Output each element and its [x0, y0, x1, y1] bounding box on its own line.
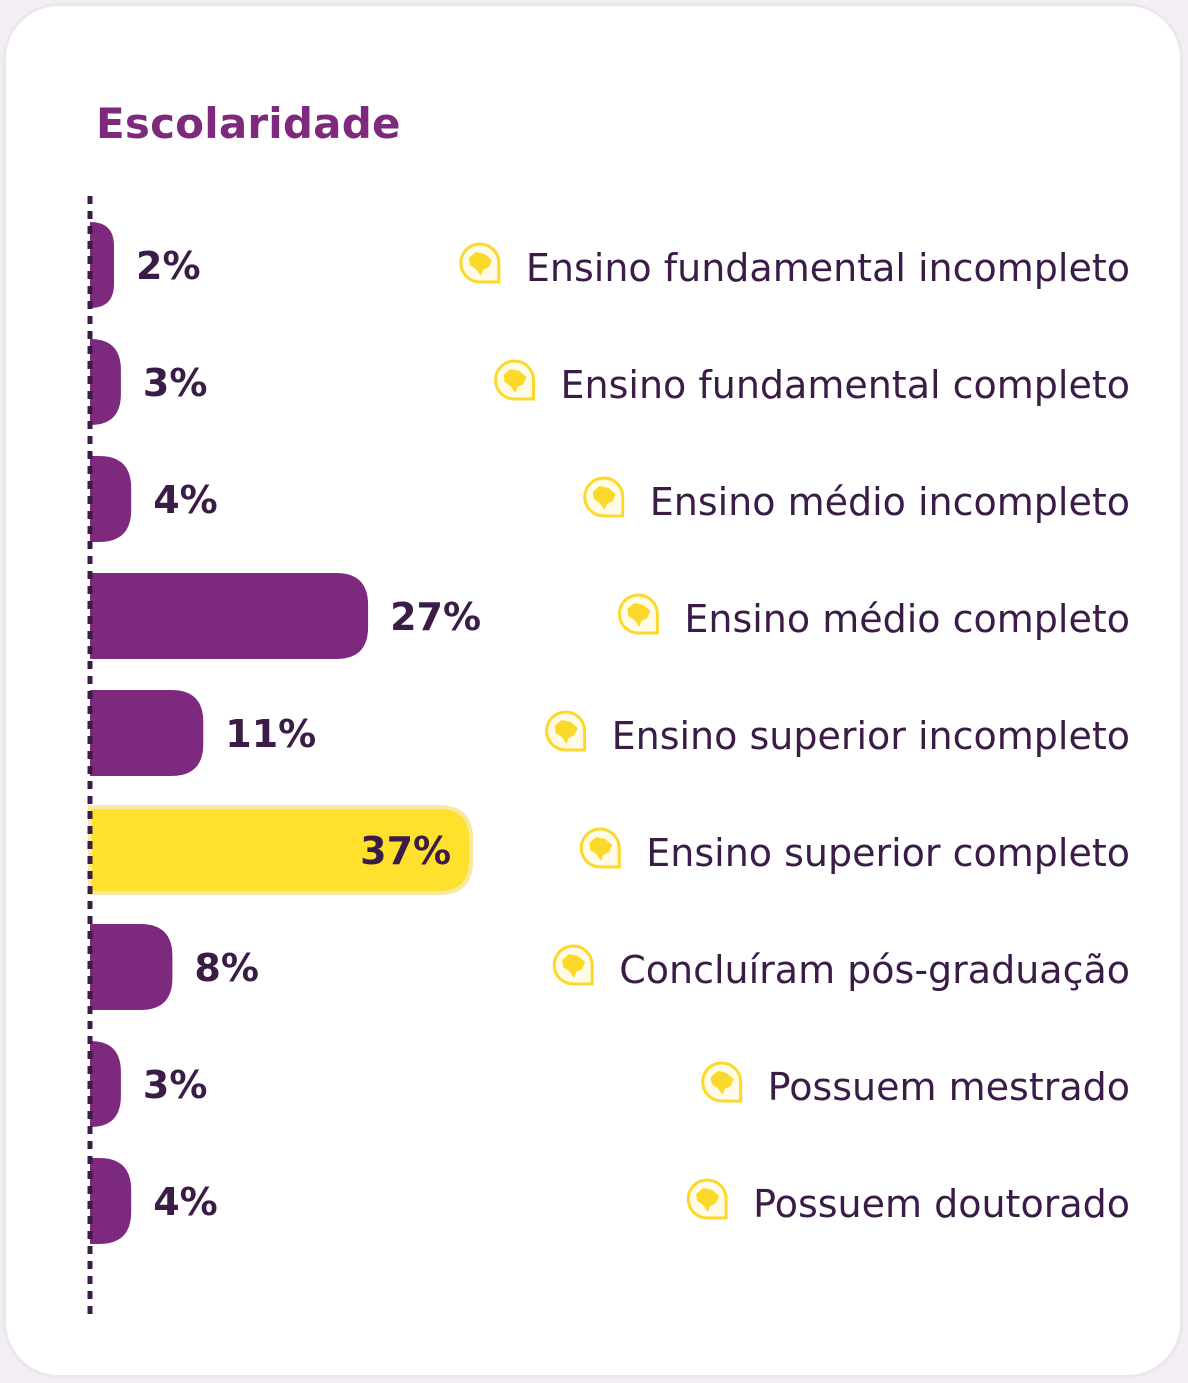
category-label: Ensino superior incompleto	[612, 714, 1130, 758]
brazil-map-pin-icon	[545, 710, 587, 752]
bar-value-label: 27%	[390, 595, 481, 639]
brazil-map-pin-icon	[701, 1061, 743, 1103]
bar-value-label: 3%	[143, 361, 208, 405]
bar-highlight	[88, 805, 474, 895]
brazil-map-pin-icon	[583, 476, 625, 518]
bar-value-label: 4%	[153, 478, 218, 522]
bar	[90, 573, 369, 659]
bar-value-label: 2%	[136, 244, 201, 288]
bar	[90, 456, 132, 542]
brazil-map-pin-icon	[494, 359, 536, 401]
bar	[90, 690, 204, 776]
bar	[90, 339, 121, 425]
bar	[90, 1158, 132, 1244]
bar-value-label: 11%	[225, 712, 316, 756]
bar-value-label: 37%	[360, 829, 451, 873]
category-label: Ensino médio completo	[684, 597, 1130, 641]
brazil-map-pin-icon	[552, 944, 594, 986]
bar	[90, 924, 173, 1010]
bar-value-label: 8%	[194, 946, 259, 990]
bar-value-label: 3%	[143, 1063, 208, 1107]
category-label: Concluíram pós-graduação	[619, 948, 1130, 992]
brazil-map-pin-icon	[617, 593, 659, 635]
chart-title: Escolaridade	[96, 99, 401, 148]
bar-value-label: 4%	[153, 1180, 218, 1224]
brazil-map-pin-icon	[459, 242, 501, 284]
category-label: Possuem doutorado	[753, 1182, 1130, 1226]
chart-card: Escolaridade	[3, 3, 1183, 1378]
labels-layer: 2% Ensino fundamental incompleto 3% Ensino …	[136, 242, 1130, 1226]
bars-layer	[88, 222, 474, 1244]
category-label: Ensino fundamental incompleto	[526, 246, 1130, 290]
bar	[90, 222, 114, 308]
category-label: Ensino fundamental completo	[561, 363, 1130, 407]
category-label: Ensino médio incompleto	[650, 480, 1130, 524]
category-label: Possuem mestrado	[768, 1065, 1130, 1109]
category-label: Ensino superior completo	[646, 831, 1130, 875]
brazil-map-pin-icon	[579, 827, 621, 869]
bar	[90, 1041, 121, 1127]
brazil-map-pin-icon	[686, 1178, 728, 1220]
